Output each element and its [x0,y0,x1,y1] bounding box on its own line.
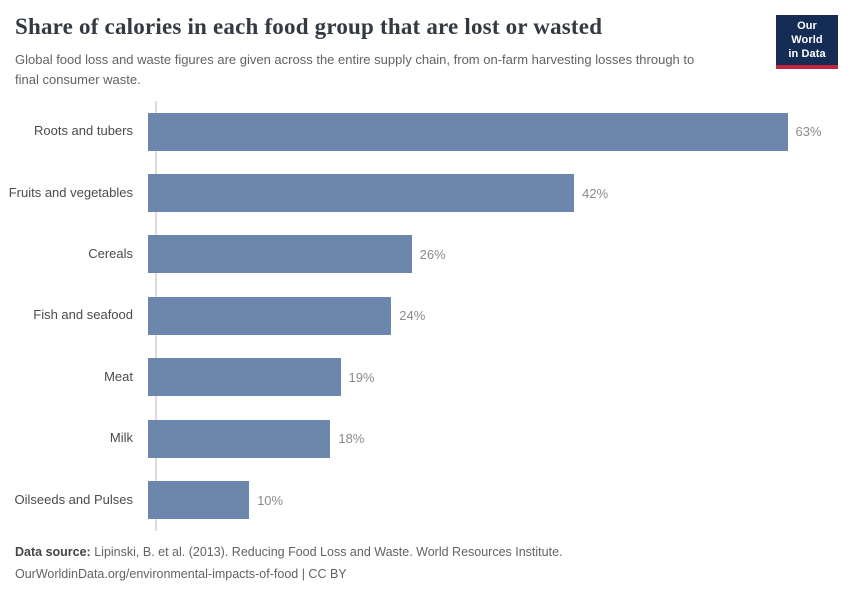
bar[interactable] [147,112,788,151]
data-source-text: Lipinski, B. et al. (2013). Reducing Foo… [94,545,563,559]
data-source-label: Data source: [15,545,91,559]
bar[interactable] [147,235,412,274]
value-label: 24% [399,308,426,324]
bar[interactable] [147,358,341,397]
category-label: Meat [104,368,133,384]
owid-logo-line1: Our World [791,20,823,46]
bar-row: Milk 18% [0,408,850,469]
owid-logo-line2: in Data [788,47,826,60]
data-source-line: Data source: Lipinski, B. et al. (2013).… [15,541,795,563]
category-label: Milk [109,430,133,446]
chart-header: Share of calories in each food group tha… [15,13,775,90]
bar-row: Oilseeds and Pulses 10% [0,469,850,530]
category-label: Fish and seafood [33,307,133,323]
chart-subtitle: Global food loss and waste figures are g… [15,51,695,87]
bar-row: Fruits and vegetables 42% [0,162,850,223]
chart-footer: Data source: Lipinski, B. et al. (2013).… [15,541,795,586]
bar[interactable] [147,481,250,520]
value-label: 10% [257,492,284,508]
bar-row: Fish and seafood 24% [0,285,850,346]
owid-logo[interactable]: Our World in Data [776,15,838,70]
bar-row: Meat 19% [0,347,850,408]
value-label: 18% [338,431,365,447]
bar[interactable] [147,296,392,335]
bar-chart: Roots and tubers 63% Fruits and vegetables… [0,101,850,531]
bar-row: Cereals 26% [0,224,850,285]
category-label: Roots and tubers [33,123,133,139]
bar-rows: Roots and tubers 63% Fruits and vegetables… [0,101,850,531]
chart-title: Share of calories in each food group tha… [15,14,603,39]
category-label: Fruits and vegetables [8,184,133,200]
category-label: Oilseeds and Pulses [14,491,133,507]
value-label: 42% [582,185,609,201]
bar[interactable] [147,419,331,458]
category-label: Cereals [88,246,133,261]
bar[interactable] [147,174,575,213]
value-label: 63% [795,124,822,140]
bar-row: Roots and tubers 63% [0,101,850,162]
license-line[interactable]: OurWorldinData.org/environmental-impacts… [15,567,347,582]
value-label: 19% [348,369,375,385]
value-label: 26% [419,246,446,262]
